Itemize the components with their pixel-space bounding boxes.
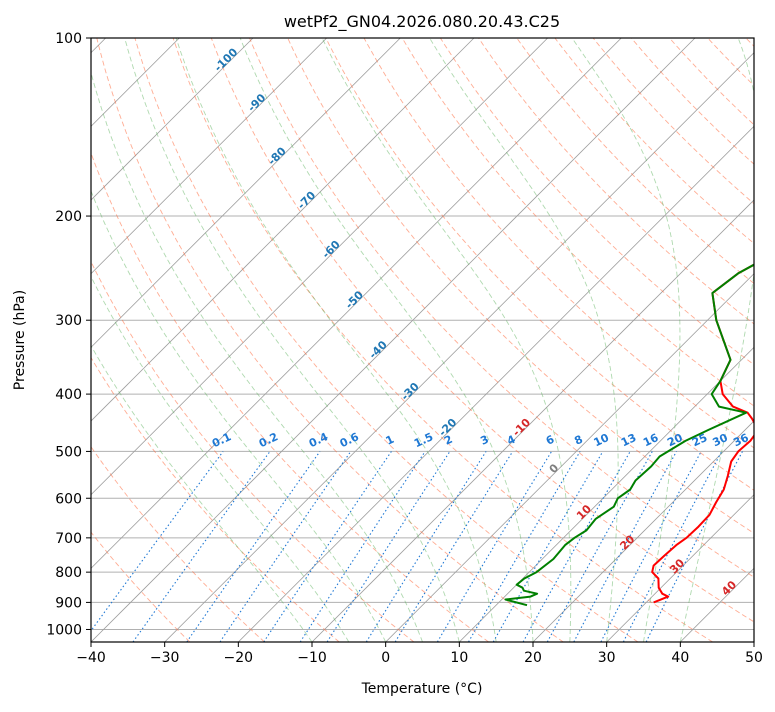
x-tick-label: 10	[450, 650, 468, 666]
chart-title: wetPf2_GN04.2026.080.20.43.C25	[284, 12, 560, 32]
x-tick-label: −30	[150, 650, 180, 666]
y-tick-label: 1000	[46, 622, 82, 638]
x-tick-label: 50	[745, 650, 763, 666]
x-tick-label: 40	[671, 650, 689, 666]
y-axis-label: Pressure (hPa)	[12, 290, 28, 390]
x-tick-label: 20	[524, 650, 542, 666]
x-axis-label: Temperature (°C)	[361, 681, 483, 697]
x-tick-label: −40	[76, 650, 106, 666]
y-tick-label: 100	[55, 31, 82, 47]
y-tick-label: 500	[55, 444, 82, 460]
y-tick-label: 300	[55, 313, 82, 329]
y-tick-label: 200	[55, 209, 82, 225]
y-tick-label: 700	[55, 531, 82, 547]
y-tick-label: 600	[55, 491, 82, 507]
x-tick-label: 0	[381, 650, 390, 666]
x-tick-label: −20	[224, 650, 254, 666]
y-tick-label: 400	[55, 387, 82, 403]
x-tick-label: 30	[598, 650, 616, 666]
y-tick-label: 800	[55, 565, 82, 581]
x-tick-label: −10	[297, 650, 327, 666]
y-tick-label: 900	[55, 595, 82, 611]
